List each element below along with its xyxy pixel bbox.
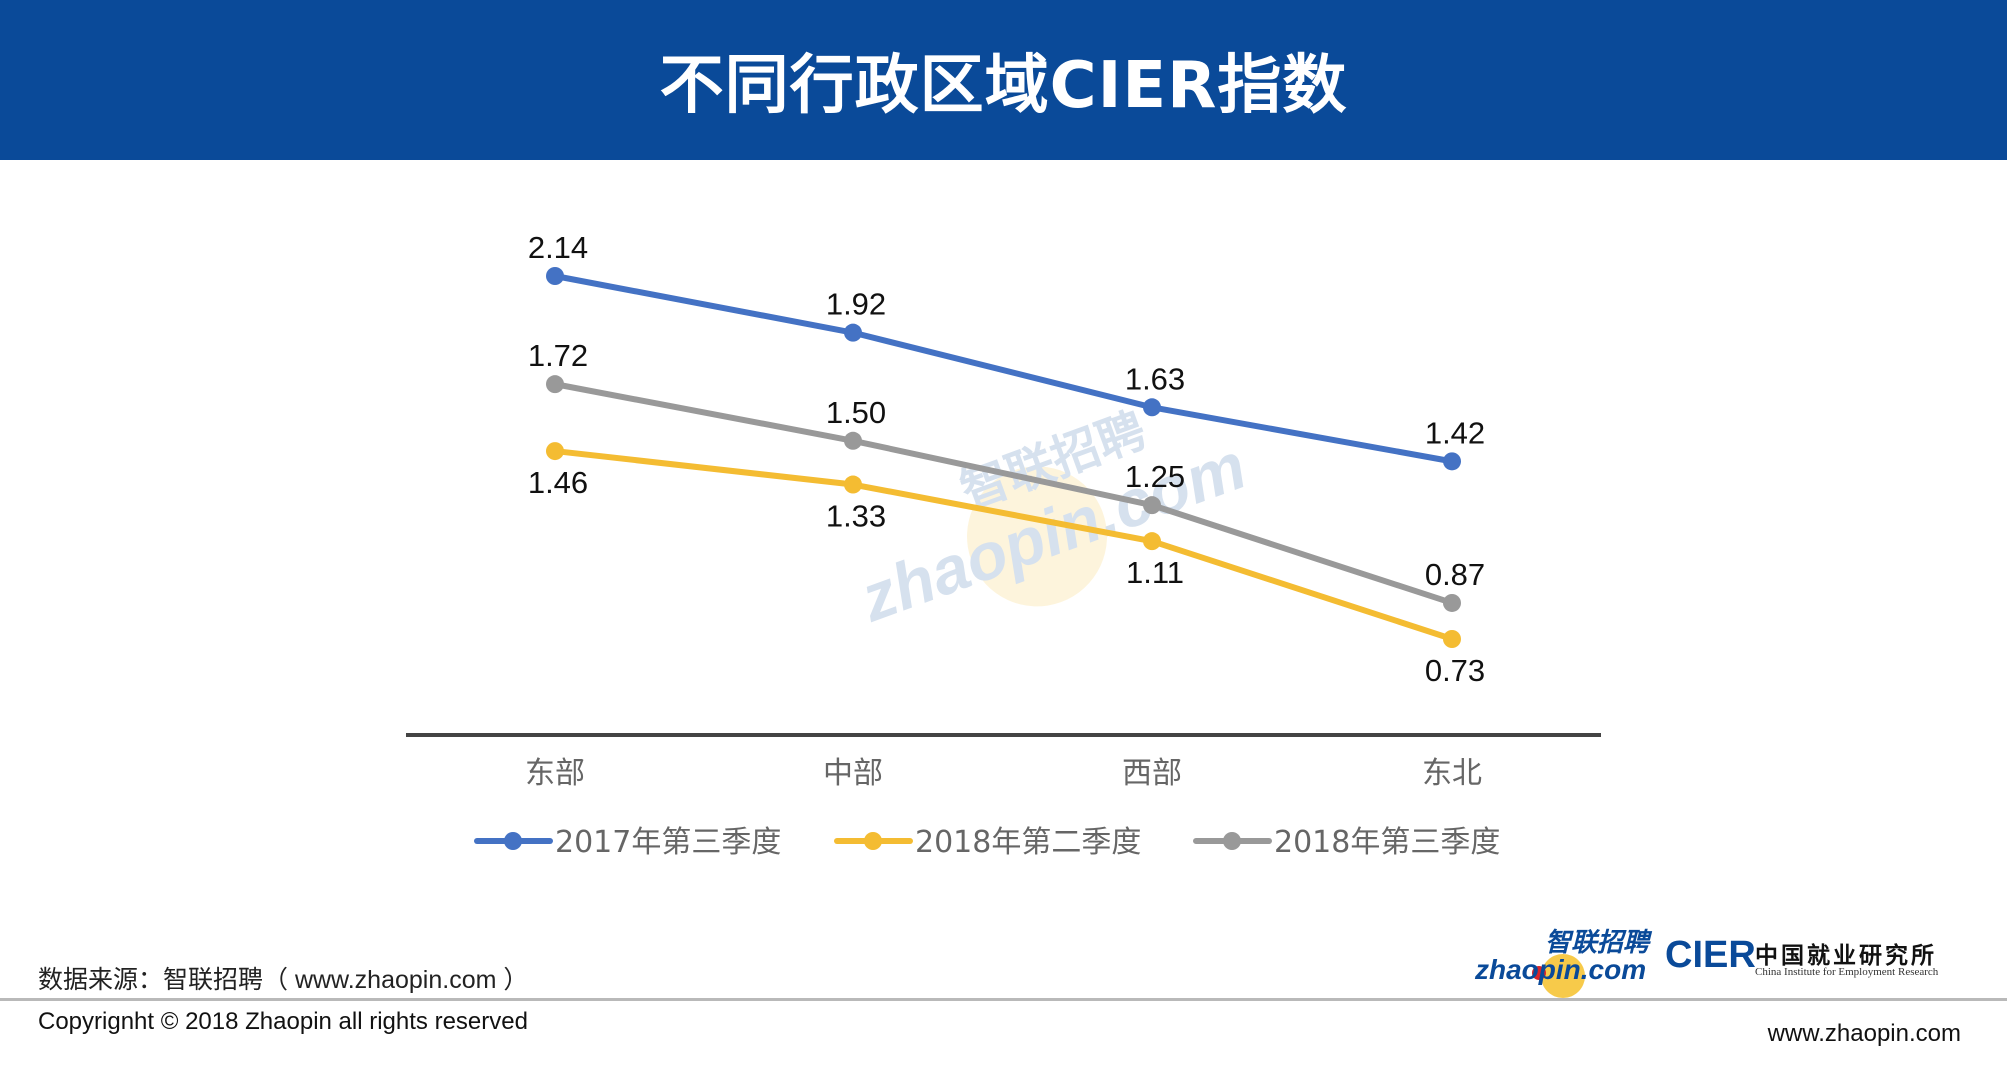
data-label: 1.33 [826, 499, 886, 534]
legend-marker [864, 832, 882, 850]
data-label: 1.72 [528, 338, 588, 373]
data-point [546, 267, 564, 285]
legend-label: 2017年第三季度 [555, 825, 781, 860]
data-label: 1.46 [528, 465, 588, 500]
site-url: www.zhaopin.com [1767, 1020, 1961, 1047]
data-point [1443, 630, 1461, 648]
cier-logo: CIER 中国就业研究所 China Institute for Employm… [1665, 934, 1965, 984]
data-point [844, 475, 862, 494]
page-title: 不同行政区域CIER指数 [659, 49, 1348, 123]
data-label: 0.87 [1425, 557, 1485, 592]
data-label: 1.11 [1126, 555, 1184, 590]
data-label: 1.63 [1125, 361, 1185, 396]
logo-yellow-circle [1541, 954, 1585, 998]
cier-logo-en: China Institute for Employment Research [1755, 966, 1939, 978]
data-label: 2.14 [528, 230, 588, 265]
legend-label: 2018年第三季度 [1274, 825, 1500, 860]
data-source-note: 数据来源：智联招聘（ www.zhaopin.com ） [38, 966, 529, 994]
zhaopin-logo-cn: 智联招聘 [1545, 928, 1650, 958]
data-point [844, 323, 862, 342]
data-point [1143, 398, 1161, 417]
legend-marker [504, 832, 522, 850]
x-tick-label: 西部 [1122, 756, 1182, 791]
line-chart: 东部 中部 西部 东北 2.14 1.92 1.63 1.42 1.46 1.33 1.11 0.73… [406, 230, 1601, 860]
cier-logo-word: CIER [1665, 934, 1756, 976]
zhaopin-logo-en: zhaopin.com [1475, 954, 1647, 985]
series-line [552, 448, 1455, 642]
logo-red-dot [1532, 966, 1546, 980]
data-point [1143, 496, 1161, 515]
legend-marker [1223, 832, 1241, 850]
data-point [1443, 593, 1461, 612]
data-point [1443, 452, 1461, 471]
x-tick-label: 东北 [1422, 756, 1482, 791]
data-point [844, 431, 862, 450]
copyright-text: Copyrignht © 2018 Zhaopin all rights res… [38, 1008, 528, 1035]
zhaopin-logo: 智联招聘 zhaopin.com [1475, 922, 1655, 998]
data-label: 1.42 [1425, 415, 1485, 450]
data-label: 0.73 [1425, 653, 1485, 688]
legend-label: 2018年第二季度 [915, 825, 1141, 860]
data-label: 1.50 [826, 395, 886, 430]
x-tick-label: 中部 [823, 756, 883, 791]
title-bar: 不同行政区域CIER指数 [0, 0, 2007, 160]
footer-divider [0, 998, 2007, 1001]
data-point [546, 442, 564, 461]
data-label: 1.25 [1125, 459, 1185, 494]
cier-logo-cn: 中国就业研究所 [1755, 942, 1937, 969]
x-tick-label: 东部 [525, 756, 585, 791]
series-line [552, 381, 1455, 606]
data-point [1143, 532, 1161, 551]
series-line [552, 273, 1455, 465]
data-label: 1.92 [826, 287, 886, 322]
data-point [546, 375, 564, 394]
